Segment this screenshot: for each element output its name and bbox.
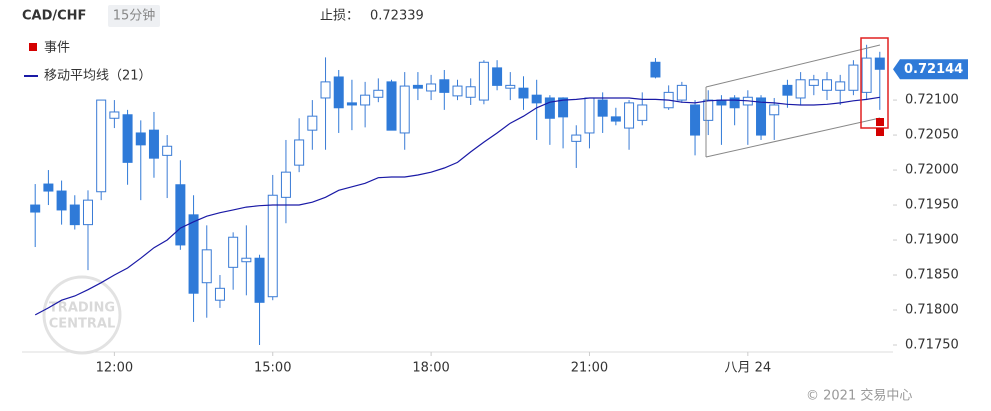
candle-body (518, 87, 529, 99)
chart-title: CAD/CHF (22, 9, 86, 24)
candle-body (109, 111, 120, 119)
candle-body (835, 81, 846, 91)
candle-body (373, 89, 384, 98)
candle-body (56, 190, 67, 211)
candle-body (69, 204, 80, 226)
x-tick-label: 21:00 (571, 361, 608, 376)
candle-body (690, 104, 701, 136)
watermark: TRADING CENTRAL (42, 275, 122, 355)
candle-body (188, 214, 199, 294)
candle-body (637, 104, 648, 121)
candle-body (307, 115, 318, 131)
channel-lower (705, 117, 881, 158)
legend-ma: 移动平均线（21） (44, 69, 152, 84)
plot: 0.71750 0.71800 0.71850 0.71900 0.71950 0.720… (30, 44, 959, 376)
legend-event: 事件 (44, 41, 70, 56)
candle-body (82, 199, 93, 226)
candle-body (505, 84, 516, 89)
candle-body (43, 183, 54, 192)
candle-body (861, 57, 872, 93)
candle-body (571, 134, 582, 142)
candle-body (769, 104, 780, 116)
candle-body (333, 76, 344, 109)
candle-body (267, 194, 278, 298)
candle-body (874, 57, 885, 70)
candle-body (320, 81, 331, 99)
candle-body (399, 85, 410, 134)
watermark-text: CENTRAL (49, 317, 116, 332)
last-price-tag (893, 59, 968, 80)
y-tick-label: 0.71800 (905, 303, 959, 318)
candle-body (610, 116, 621, 122)
candle-body (30, 204, 41, 213)
candle-body (624, 102, 635, 129)
candle-body (201, 249, 212, 284)
candle-body (795, 79, 806, 99)
candle-body (676, 84, 687, 101)
y-tick-label: 0.71950 (905, 198, 959, 213)
candle-body (254, 257, 265, 303)
stop-loss-label: 止损： (320, 9, 359, 24)
timeframe: 15分钟 (113, 8, 156, 24)
candle-body (280, 171, 291, 198)
y-tick-label: 0.71900 (905, 233, 959, 248)
timeframe-badge (108, 5, 160, 27)
candle-body (386, 81, 397, 131)
candle-body (241, 257, 252, 263)
y-tick-label: 0.71850 (905, 268, 959, 283)
candle-body (228, 236, 239, 268)
candle-body (848, 64, 859, 91)
candle-body (478, 61, 489, 101)
copyright: © 2021 交易中心 (806, 388, 912, 404)
candle-body (175, 184, 186, 246)
moving-average-line (34, 96, 880, 316)
candle-body (703, 99, 714, 121)
candle-body (584, 97, 595, 134)
event-marker[interactable] (876, 128, 884, 136)
candle-body (412, 84, 423, 89)
candle-body (360, 94, 371, 106)
candle-body (294, 139, 305, 166)
candle-body (492, 67, 503, 86)
highlight-box (860, 37, 889, 129)
x-tick-label: 18:00 (412, 361, 449, 376)
candle-body (439, 79, 450, 93)
stop-loss-value: 0.72339 (370, 9, 424, 24)
candle-body (808, 79, 819, 86)
watermark-ring (42, 275, 122, 355)
candle-body (214, 287, 225, 301)
candle-body (729, 97, 740, 109)
channel-upper (705, 44, 881, 88)
watermark-text: TRADING (49, 301, 115, 316)
candle-body (162, 145, 173, 156)
candle-body (531, 94, 542, 104)
candle-body (122, 114, 133, 163)
candle-body (135, 132, 146, 146)
y-tick-label: 0.72050 (905, 128, 959, 143)
candle-body (346, 102, 357, 106)
candle-body (650, 61, 661, 78)
candle-body (148, 129, 159, 159)
candle-body (96, 99, 107, 193)
x-tick-label: 12:00 (96, 361, 133, 376)
y-tick-label: 0.72000 (905, 163, 959, 178)
candle-body (426, 83, 437, 92)
y-tick-label: 0.71750 (905, 338, 959, 353)
candle-body (597, 99, 608, 117)
y-tick-label: 0.72100 (905, 93, 959, 108)
candle-body (544, 97, 555, 119)
candle-body (465, 86, 476, 98)
legend-event-swatch (29, 43, 37, 51)
candle-body (558, 97, 569, 118)
candle-body (452, 85, 463, 97)
candle-body (782, 84, 793, 96)
candle-body (822, 79, 833, 91)
x-tick-label: 八月 24 (724, 361, 771, 376)
candle-body (756, 97, 767, 136)
last-price-label: 0.72144 (904, 62, 963, 77)
x-tick-label: 15:00 (254, 361, 291, 376)
event-marker[interactable] (876, 118, 884, 126)
